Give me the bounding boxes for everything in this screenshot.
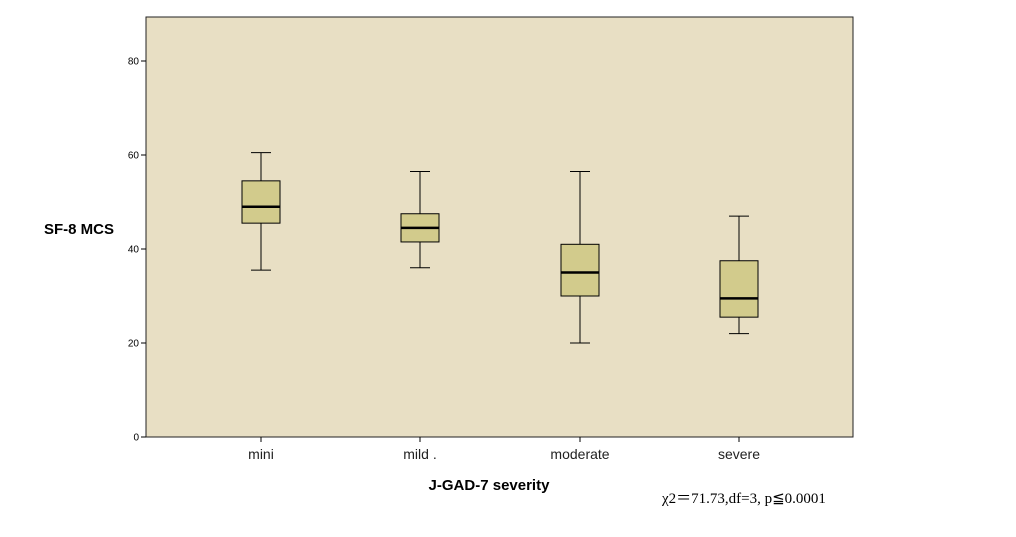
plot-area xyxy=(145,16,854,438)
y-tick-label: 80 xyxy=(128,57,140,68)
x-category-label: severe xyxy=(718,446,760,462)
x-axis-label: J-GAD-7 severity xyxy=(428,477,550,494)
statistics-annotation: χ2＝71.73,df=3, p≦0.0001 xyxy=(662,491,826,507)
y-tick-label: 20 xyxy=(128,339,140,350)
x-category-label: mini xyxy=(248,446,274,462)
x-category-label: moderate xyxy=(550,446,609,462)
x-category-label: mild . xyxy=(403,446,436,462)
y-tick-label: 40 xyxy=(128,245,140,256)
box-iqr xyxy=(241,180,281,224)
y-tick-label: 60 xyxy=(128,151,140,162)
box-iqr xyxy=(560,243,600,297)
y-axis-label: SF-8 MCS xyxy=(44,221,115,238)
y-tick-label: 0 xyxy=(133,433,139,444)
box-iqr xyxy=(719,260,759,318)
